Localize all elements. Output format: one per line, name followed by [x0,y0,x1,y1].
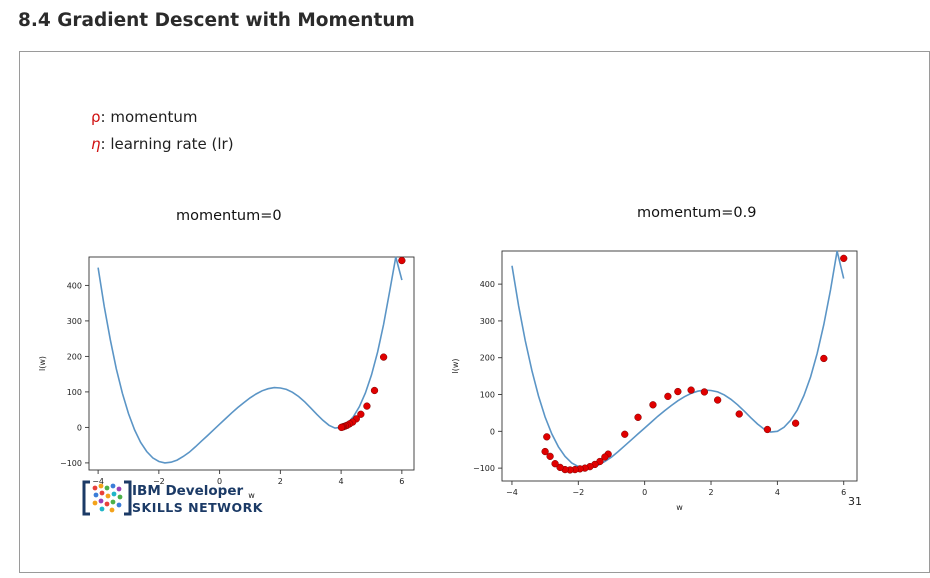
x-tick-label: −4 [506,488,518,497]
x-tick-label: 4 [339,477,344,486]
x-tick-label: −2 [153,477,165,486]
iteration-point [714,396,722,404]
iteration-point [543,433,551,441]
x-tick-label: 6 [841,488,846,497]
iteration-point [363,402,371,410]
iteration-point [649,401,657,409]
x-tick-label: 2 [278,477,283,486]
x-tick-label: −2 [572,488,584,497]
x-tick-label: 2 [708,488,713,497]
iteration-point [370,386,379,395]
y-tick-label: 400 [480,280,495,289]
ibm-skills-network-logo-icon [82,480,132,516]
y-axis-label: l(w) [451,358,460,373]
plot-frame [88,256,415,471]
iteration-point [664,392,672,401]
y-tick-label: 200 [480,354,495,363]
y-tick-label: 200 [67,352,82,361]
iteration-point [791,419,800,427]
y-tick-label: −100 [60,459,82,468]
x-axis-label: w [676,503,683,512]
iteration-point [379,353,388,361]
iteration-point [700,388,709,396]
y-tick-label: 300 [480,317,495,326]
y-tick-label: 300 [67,317,82,326]
y-tick-label: 100 [480,391,495,400]
logo-line-2: SKILLS NETWORK [132,500,263,515]
page-heading: 8.4 Gradient Descent with Momentum [18,10,415,31]
iteration-point [546,452,554,460]
x-tick-label: 0 [217,477,222,486]
y-axis-label: l(w) [38,356,47,371]
x-tick-label: −4 [92,477,104,486]
chart-title-momentum-0: momentum=0 [176,208,282,224]
iteration-point [674,387,682,396]
y-tick-label: 100 [67,388,82,397]
loss-curve [511,250,845,469]
page-number: 31 [848,495,862,508]
rho-symbol: ρ [91,108,101,126]
iteration-point [687,386,695,394]
legend-momentum: ρ: momentum [91,108,198,126]
y-tick-label: 400 [67,281,82,290]
iteration-point [763,425,772,434]
iteration-point [634,413,642,421]
iteration-point [735,410,743,418]
legend-momentum-text: : momentum [100,108,198,126]
y-tick-label: −100 [473,464,495,473]
iteration-point [601,453,609,461]
iteration-point [337,423,346,432]
iteration-point [551,460,559,468]
iteration-point [621,430,629,438]
y-tick-label: 0 [77,423,82,432]
legend-learning-rate: η: learning rate (lr) [91,135,234,153]
iteration-point [840,254,848,263]
iteration-point [556,463,564,472]
iteration-point [398,256,406,265]
plot-frame [501,250,858,482]
x-axis-label: w [248,491,255,500]
y-tick-label: 0 [490,427,495,436]
logo-line-1: IBM Developer [132,483,244,499]
x-tick-label: 6 [399,477,404,486]
iteration-point [541,447,549,456]
eta-symbol: η [91,135,101,153]
legend-learning-rate-text: : learning rate (lr) [100,135,234,153]
x-tick-label: 4 [775,488,780,497]
iteration-point [357,410,365,418]
x-tick-label: 0 [642,488,647,497]
iteration-point [820,354,828,363]
chart-title-momentum-0-9: momentum=0.9 [637,205,757,221]
